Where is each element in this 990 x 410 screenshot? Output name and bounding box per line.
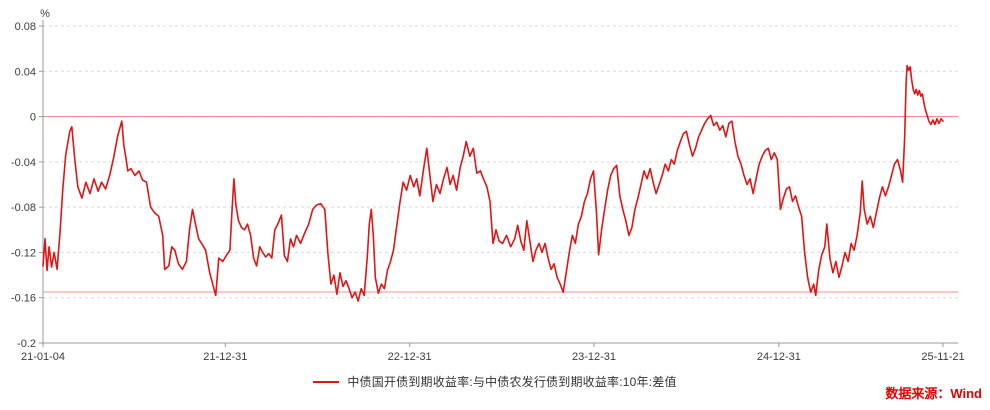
x-tick-label: 21-01-04 [21, 351, 65, 363]
legend-line-swatch [313, 380, 340, 383]
y-tick-label: 0.08 [15, 21, 36, 33]
y-axis-unit-label: % [40, 8, 50, 20]
y-tick-label: 0 [30, 112, 36, 124]
legend-label: 中债国开债到期收益率:与中债农发行债到期收益率:10年:差值 [347, 375, 677, 389]
x-tick-label: 22-12-31 [388, 351, 432, 363]
y-tick-label: -0.04 [11, 157, 36, 169]
y-tick-label: -0.2 [17, 338, 36, 350]
x-tick-label: 21-12-31 [203, 351, 247, 363]
chart-generated-layer: 0.08 0.04 0 -0.04 -0.08 -0.12 -0.16 -0.221-01-0… [11, 20, 965, 363]
x-tick-label: 24-12-31 [757, 351, 801, 363]
y-tick-label: -0.16 [11, 293, 36, 305]
series-line [42, 64, 944, 302]
data-source-label: 数据来源：Wind [885, 386, 982, 401]
y-tick-label: -0.12 [11, 247, 36, 259]
x-tick-label: 25-11-21 [921, 351, 964, 363]
y-tick-label: -0.08 [11, 202, 36, 214]
y-tick-label: 0.04 [15, 66, 36, 78]
legend: 中债国开债到期收益率:与中债农发行债到期收益率:10年:差值 [0, 373, 990, 390]
x-tick-label: 23-12-31 [572, 351, 616, 363]
